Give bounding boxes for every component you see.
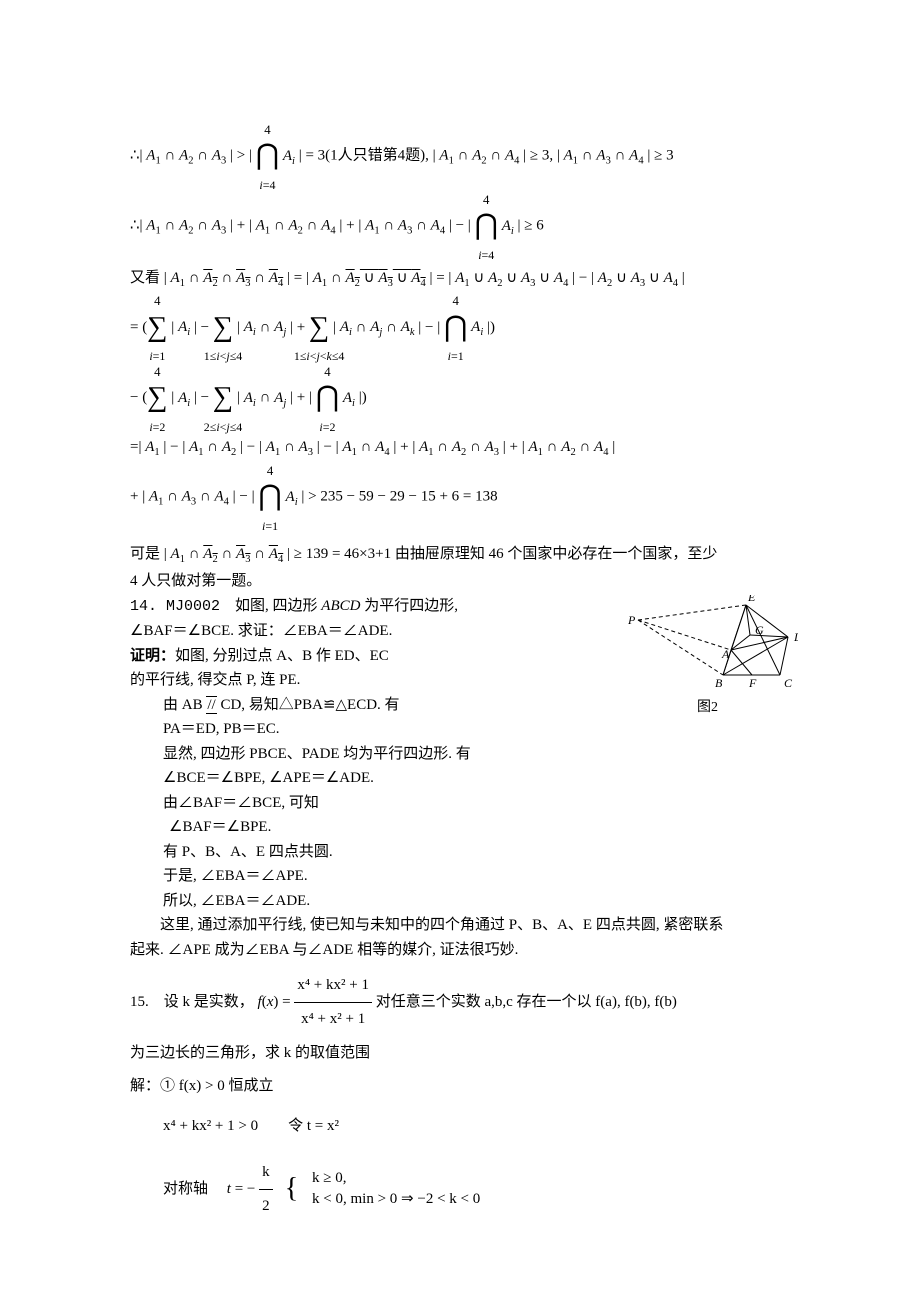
q15-case2: k < 0, min > 0 ⇒ −2 < k < 0 [312, 1189, 480, 1210]
q14-tail1: 这里, 通过添加平行线, 使已知与未知中的四个角通过 P、B、A、E 四点共圆,… [130, 914, 800, 937]
q15-frac-den: x⁴ + x² + 1 [294, 1003, 372, 1036]
q15-sol-l2-pre: 对称轴 [163, 1181, 223, 1197]
q15-sol-l2: 对称轴 t = − k 2 { k ≥ 0, k < 0, min > 0 ⇒ … [163, 1156, 800, 1223]
eq-line-7: + | A1 ∩ A3 ∩ A4 | − | ⋂4i=1 Ai | > 235 … [130, 463, 800, 531]
conclusion-pre: 可是 | [130, 546, 171, 562]
q15-head-post: 对任意三个实数 a,b,c 存在一个以 f(a), f(b), f(b) [376, 994, 677, 1010]
eq-line-4: = (∑4i=1 | Ai | − ∑1≤i<j≤4 | Ai ∩ Aj | +… [130, 294, 800, 362]
svg-text:F: F [748, 676, 757, 690]
eq-line-2: ∴| A1 ∩ A2 ∩ A3 | + | A1 ∩ A2 ∩ A4 | + |… [130, 192, 800, 260]
q14-l10: 有 P、B、A、E 四点共圆. [130, 841, 800, 864]
figure-caption: 图2 [615, 697, 800, 718]
svg-text:G: G [755, 623, 764, 637]
q15-l2: 为三边长的三角形，求 k 的取值范围 [130, 1042, 800, 1065]
svg-text:D: D [793, 630, 798, 644]
q15-head: 15. 设 k 是实数， f(x) = x⁴ + kx² + 1 x⁴ + x²… [130, 969, 800, 1036]
q14-tail2: 起来. ∠APE 成为∠EBA 与∠ADE 相等的媒介, 证法很巧妙. [130, 939, 800, 962]
eq-line-3: 又看 | A1 ∩ A2 ∩ A3 ∩ A4 | = | A1 ∩ A2 ∪ A… [130, 267, 800, 292]
q14-l7: ∠BCE＝∠BPE, ∠APE＝∠ADE. [130, 767, 800, 790]
q14-l4-pre: 由 AB [163, 697, 206, 713]
q15-sol-head: 解：① f(x) > 0 恒成立 [130, 1075, 800, 1098]
svg-text:C: C [784, 676, 793, 690]
svg-text:A: A [721, 647, 730, 661]
svg-text:B: B [715, 676, 723, 690]
q15-case1: k ≥ 0, [312, 1168, 480, 1189]
conclusion-line-1: 可是 | A1 ∩ A2 ∩ A3 ∩ A4 | ≥ 139 = 46×3+1 … [130, 543, 800, 568]
q14-l5: PA＝ED, PB＝EC. [130, 718, 800, 741]
conclusion-mid: | ≥ 139 = 46×3+1 由抽屉原理知 46 个国家中必存在一个国家，至… [283, 546, 717, 562]
q14-l2-rest: 如图, 分别过点 A、B 作 ED、EC [175, 648, 389, 664]
q14-l12: 所以, ∠EBA＝∠ADE. [130, 890, 800, 913]
q15-head-pre: 15. 设 k 是实数， [130, 994, 254, 1010]
proof-label: 证明： [130, 648, 175, 664]
q15-sol-frac-num: k [259, 1156, 273, 1190]
svg-text:E: E [747, 595, 756, 604]
eq-line-5: − (∑4i=2 | Ai | − ∑2≤i<j≤4 | Ai ∩ Aj | +… [130, 364, 800, 432]
q14-l4-post: CD, 易知△PBA≌△ECD. 有 [217, 697, 400, 713]
svg-text:P: P [627, 613, 636, 627]
conclusion-line-2: 4 人只做对第一题。 [130, 570, 800, 593]
figure-2: P E D G A B F C 图2 [615, 595, 800, 718]
q14-l11: 于是, ∠EBA＝∠APE. [130, 865, 800, 888]
q14-l6: 显然, 四边形 PBCE、PADE 均为平行四边形. 有 [130, 743, 800, 766]
q15-sol-l1: x⁴ + kx² + 1 > 0 令 t = x² [163, 1115, 800, 1138]
q15-frac-num: x⁴ + kx² + 1 [294, 969, 372, 1003]
q15-sol-frac-den: 2 [259, 1190, 273, 1223]
eq-line-1: ∴| A1 ∩ A2 ∩ A3 | > | ⋂4i=4 Ai | = 3(1人只… [130, 122, 800, 190]
q14-l9: ∠BAF＝∠BPE. [130, 816, 800, 839]
q14-l8: 由∠BAF＝∠BCE, 可知 [130, 792, 800, 815]
